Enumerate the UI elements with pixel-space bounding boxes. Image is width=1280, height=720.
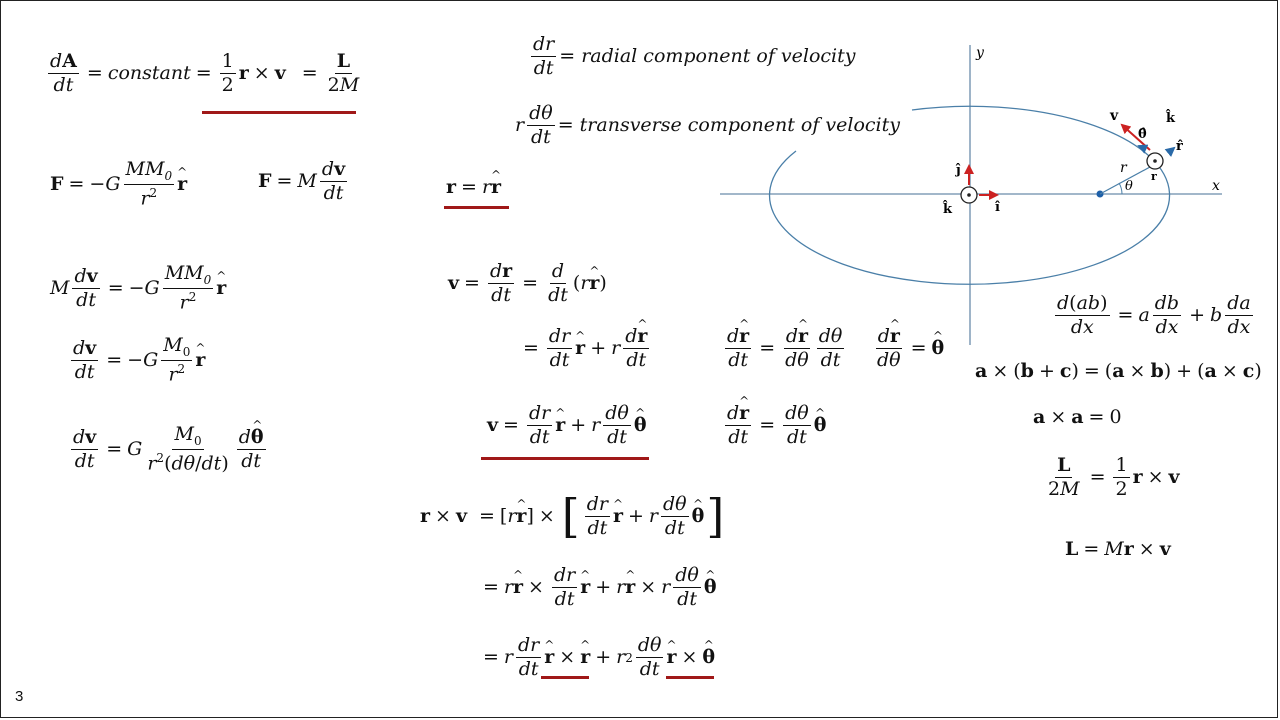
label-zero: 0 (1109, 406, 1122, 428)
equation-angular-momentum-ratio: L 2M = 1 2 r × v (1048, 454, 1180, 500)
equation-area-rate: dA dt = constant = 1 2 r × v = L 2M (48, 50, 360, 96)
equation-product-rule: d(ab) dx = a db dx + b da dx (1055, 292, 1253, 338)
underline-rxtheta (666, 676, 714, 679)
label-radial: = radial component of velocity (559, 45, 856, 67)
label-constant: constant (107, 62, 191, 84)
equation-motion-1: M dv dt = − G MM0 r2 r (50, 264, 226, 312)
underline-velocity (481, 457, 649, 460)
equation-distributive-cross: a ×(b + c) =(a × b) +(a × c) (975, 360, 1262, 382)
underline-L (202, 111, 356, 114)
underline-position (444, 206, 509, 209)
equation-radial-component: dr dt = radial component of velocity (531, 33, 856, 79)
equation-position-vector: r = r r (446, 178, 501, 197)
equation-rhat-derivative: drdθ =θ (872, 327, 944, 370)
equation-gravity-force: F = − G MM0 r2 r (50, 160, 187, 208)
label-transverse: = transverse component of velocity (557, 114, 900, 136)
slide-number: 3 (15, 688, 24, 705)
equation-self-cross: a × a = 0 (1033, 406, 1122, 428)
equation-motion-2: dv dt = − G M0 r2 r (68, 336, 205, 384)
equation-newton-second-law: F = M dv dt (258, 158, 348, 204)
underline-rxr (541, 676, 589, 679)
equation-transverse-component: r dθ dt = transverse component of velocit… (515, 102, 900, 148)
